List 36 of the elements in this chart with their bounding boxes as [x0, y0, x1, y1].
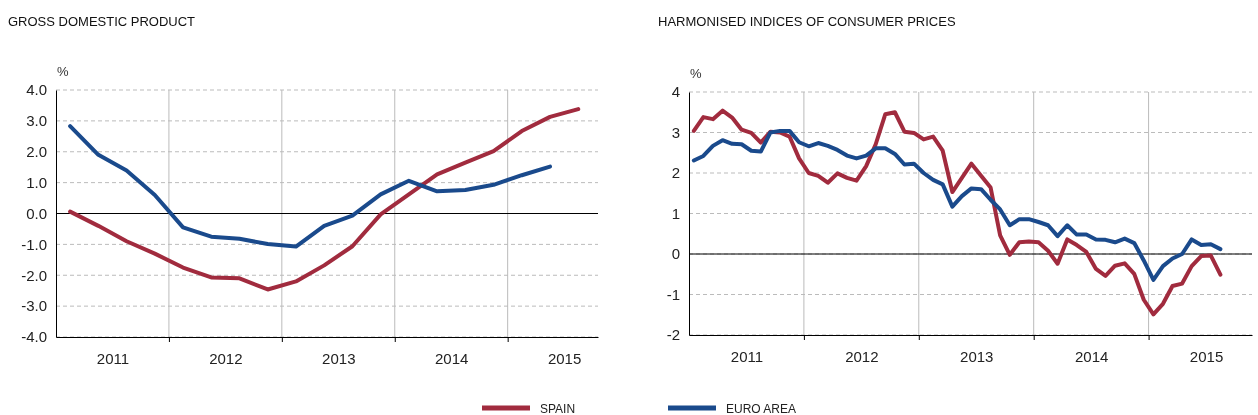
y-axis-title: % — [690, 66, 702, 81]
legend-label: EURO AREA — [726, 402, 797, 415]
x-tick-label: 2013 — [322, 349, 356, 367]
x-tick-label: 2013 — [960, 347, 994, 365]
y-tick-label: -2 — [666, 326, 680, 344]
y-tick-label: -3.0 — [21, 297, 47, 315]
line-series — [68, 124, 553, 249]
x-tick-label: 2011 — [730, 347, 764, 365]
x-tick-label: 2015 — [547, 349, 582, 367]
y-tick-label: 2.0 — [26, 143, 47, 161]
x-tick-label: 2014 — [435, 349, 469, 367]
y-tick-label: 3.0 — [26, 112, 47, 130]
chart-title: HARMONISED INDICES OF CONSUMER PRICES — [658, 14, 956, 29]
x-tick-label: 2011 — [96, 349, 130, 367]
y-tick-label: -4.0 — [21, 328, 47, 346]
legend-label: SPAIN — [540, 402, 576, 415]
y-tick-label: 1 — [671, 204, 680, 222]
chart-title: GROSS DOMESTIC PRODUCT — [8, 14, 196, 29]
y-tick-label: -1 — [666, 285, 680, 303]
y-tick-label: 4.0 — [26, 81, 47, 99]
line-series — [691, 108, 1223, 317]
x-tick-label: 2012 — [845, 347, 879, 365]
x-tick-label: 2014 — [1074, 347, 1109, 365]
y-tick-label: -2.0 — [21, 266, 47, 284]
x-tick-label: 2012 — [209, 349, 243, 367]
x-tick-label: 2015 — [1189, 347, 1224, 365]
y-axis-title: % — [57, 64, 69, 79]
line-series — [68, 107, 581, 292]
y-tick-label: 0 — [671, 245, 680, 263]
y-tick-label: 0.0 — [26, 204, 47, 222]
y-tick-label: 2 — [671, 164, 680, 182]
y-tick-label: 1.0 — [26, 173, 47, 191]
y-tick-label: 4 — [671, 83, 680, 101]
y-tick-label: 3 — [671, 123, 680, 141]
y-tick-label: -1.0 — [21, 235, 47, 253]
line-series — [691, 128, 1223, 282]
